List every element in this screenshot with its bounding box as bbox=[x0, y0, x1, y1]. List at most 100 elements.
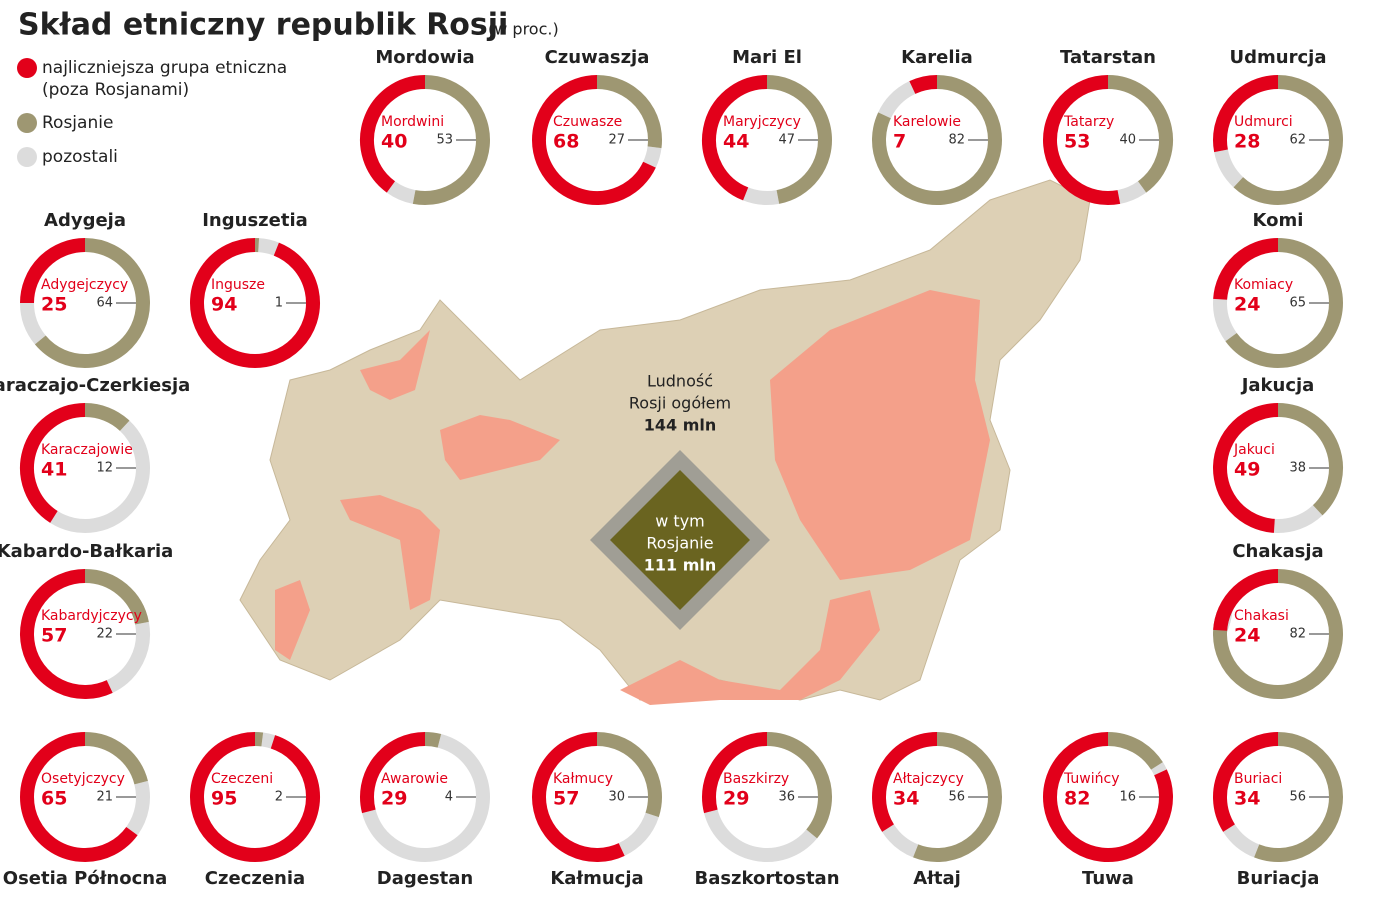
segment-others bbox=[262, 739, 273, 741]
group-name: Tatarzy bbox=[1063, 114, 1114, 130]
segment-russians bbox=[1278, 410, 1336, 510]
donut-title: Dagestan bbox=[377, 868, 473, 889]
note-line: Rosji ogółem bbox=[629, 394, 731, 413]
note-line: 111 mln bbox=[644, 556, 717, 575]
legend-swatch bbox=[17, 58, 37, 78]
segment-others bbox=[885, 88, 913, 116]
russians-value: 1 bbox=[275, 296, 283, 311]
segment-others bbox=[746, 194, 778, 198]
russians-value: 22 bbox=[96, 627, 113, 642]
group-name: Kałmucy bbox=[553, 771, 613, 787]
russians-value: 27 bbox=[608, 133, 625, 148]
segment-others bbox=[1119, 187, 1142, 197]
donut-title: Karaczajo-Czerkiesja bbox=[0, 375, 190, 396]
segment-others bbox=[711, 811, 812, 855]
segment-others bbox=[888, 828, 916, 851]
group-name: Buriaci bbox=[1234, 771, 1282, 787]
donut-title: Chakasja bbox=[1232, 541, 1323, 562]
russians-value: 21 bbox=[96, 790, 113, 805]
russians-value: 36 bbox=[778, 790, 795, 805]
segment-others bbox=[622, 815, 652, 850]
russians-value: 38 bbox=[1289, 461, 1306, 476]
note-line: Rosjanie bbox=[646, 534, 713, 553]
legend-swatch bbox=[17, 113, 37, 133]
group-name: Tuwińcy bbox=[1063, 771, 1120, 787]
legend-label: (poza Rosjanami) bbox=[42, 80, 189, 100]
segment-others bbox=[110, 623, 143, 686]
donut-title: Kałmucja bbox=[550, 868, 643, 889]
group-name: Czeczeni bbox=[211, 771, 273, 787]
group-value: 65 bbox=[41, 788, 67, 810]
donut-title: Osetia Północna bbox=[3, 868, 167, 889]
note-line: 144 mln bbox=[644, 416, 717, 435]
group-name: Karelowie bbox=[893, 114, 961, 130]
segment-others bbox=[132, 783, 143, 832]
segment-others bbox=[27, 303, 40, 340]
group-name: Awarowie bbox=[381, 771, 448, 787]
donut-title: Czeczenia bbox=[205, 868, 305, 889]
russians-value: 56 bbox=[948, 790, 965, 805]
segment-russians bbox=[425, 739, 439, 741]
segment-russians bbox=[1108, 82, 1166, 187]
group-value: 68 bbox=[553, 131, 579, 153]
group-value: 53 bbox=[1064, 131, 1090, 153]
donut-title: Czuwaszja bbox=[545, 47, 650, 68]
legend-label: pozostali bbox=[42, 147, 118, 167]
russians-value: 30 bbox=[608, 790, 625, 805]
group-name: Ałtajczycy bbox=[893, 771, 964, 787]
legend-label: Rosjanie bbox=[42, 113, 113, 133]
group-name: Udmurci bbox=[1234, 114, 1293, 130]
group-name: Baszkirzy bbox=[723, 771, 789, 787]
group-value: 34 bbox=[893, 788, 919, 810]
russians-value: 47 bbox=[778, 133, 795, 148]
group-value: 57 bbox=[553, 788, 579, 810]
donut-title: Tatarstan bbox=[1060, 47, 1156, 68]
donut-title: Inguszetia bbox=[202, 210, 308, 231]
group-name: Jakuci bbox=[1233, 442, 1275, 458]
donut-title: Mordowia bbox=[375, 47, 474, 68]
donut-title: Udmurcja bbox=[1230, 47, 1327, 68]
russians-value: 64 bbox=[96, 296, 113, 311]
segment-others bbox=[1157, 766, 1161, 772]
group-value: 95 bbox=[211, 788, 237, 810]
subtitle: (w proc.) bbox=[488, 20, 559, 39]
segment-others bbox=[1229, 828, 1257, 851]
russians-value: 40 bbox=[1119, 133, 1136, 148]
donut-title: Komi bbox=[1253, 210, 1304, 231]
note-line: Ludność bbox=[647, 372, 713, 391]
title: Skład etniczny republik Rosji bbox=[18, 8, 508, 43]
segment-others bbox=[391, 187, 414, 197]
segment-others bbox=[259, 245, 277, 249]
group-name: Komiacy bbox=[1234, 277, 1293, 293]
group-value: 49 bbox=[1234, 459, 1260, 481]
russians-value: 82 bbox=[1289, 627, 1306, 642]
legend-swatch bbox=[17, 147, 37, 167]
group-value: 34 bbox=[1234, 788, 1260, 810]
russians-value: 56 bbox=[1289, 790, 1306, 805]
group-value: 24 bbox=[1234, 625, 1260, 647]
group-name: Ingusze bbox=[211, 277, 265, 293]
group-value: 28 bbox=[1234, 131, 1260, 153]
russians-value: 16 bbox=[1119, 790, 1136, 805]
group-name: Chakasi bbox=[1234, 608, 1289, 624]
russians-value: 82 bbox=[948, 133, 965, 148]
donut-title: Mari El bbox=[732, 47, 802, 68]
donut-title: Adygeja bbox=[44, 210, 126, 231]
group-name: Adygejczycy bbox=[41, 277, 128, 293]
group-value: 29 bbox=[381, 788, 407, 810]
